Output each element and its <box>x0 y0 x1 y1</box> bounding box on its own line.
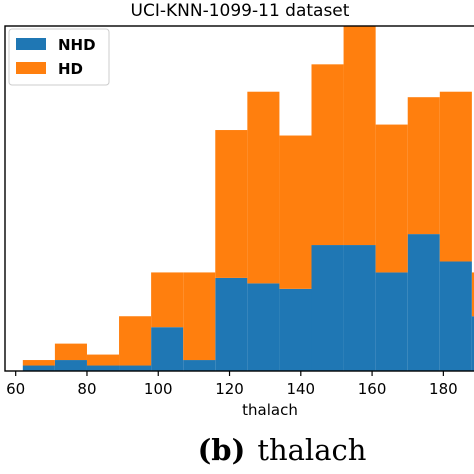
x-tick-label-140: 140 <box>286 380 315 398</box>
x-axis-label: thalach <box>242 401 298 419</box>
bar-nhd-12 <box>407 234 440 371</box>
x-tick-label-100: 100 <box>144 380 173 398</box>
bars-layer <box>22 26 474 371</box>
bar-hd-4 <box>151 272 184 328</box>
bar-hd-14 <box>471 272 474 317</box>
bar-hd-11 <box>375 124 408 273</box>
bar-nhd-8 <box>279 288 312 371</box>
bar-hd-2 <box>86 354 120 366</box>
chart-title: UCI-KNN-1099-11 dataset <box>131 1 350 21</box>
bar-nhd-9 <box>311 245 344 371</box>
x-tick-label-120: 120 <box>215 380 244 398</box>
bar-hd-9 <box>311 64 344 246</box>
bar-hd-1 <box>54 343 87 361</box>
bar-nhd-2 <box>86 365 120 371</box>
plot-frame <box>4 25 474 372</box>
bar-hd-8 <box>279 135 312 289</box>
x-tick-label-180: 180 <box>429 380 458 398</box>
caption-label: (b) <box>198 433 246 467</box>
legend-label-hd: HD <box>58 60 83 78</box>
bar-nhd-3 <box>119 365 152 371</box>
bar-nhd-14 <box>471 316 474 371</box>
bar-hd-13 <box>439 91 472 262</box>
bar-nhd-7 <box>247 283 280 371</box>
bar-nhd-4 <box>151 327 184 371</box>
legend-label-nhd: NHD <box>58 36 96 54</box>
x-tick-label-160: 160 <box>358 380 387 398</box>
legend-swatch-nhd <box>16 38 46 50</box>
bar-hd-3 <box>119 316 152 366</box>
legend-swatch-hd <box>16 62 46 74</box>
x-axis-ticks: 60 80 100 120 140 160 180 <box>6 371 458 398</box>
bar-hd-6 <box>215 130 248 278</box>
bar-hd-12 <box>407 97 440 235</box>
bar-nhd-6 <box>215 277 248 371</box>
bar-nhd-11 <box>375 272 408 371</box>
bar-hd-0 <box>22 360 55 366</box>
legend: NHD HD <box>8 28 110 86</box>
x-tick-label-80: 80 <box>77 380 96 398</box>
bar-nhd-5 <box>183 360 216 371</box>
caption-text: thalach <box>257 433 366 467</box>
figure-caption: (b) thalach <box>198 433 367 467</box>
x-tick-label-60: 60 <box>6 380 25 398</box>
bar-hd-10 <box>343 26 376 246</box>
bar-nhd-1 <box>54 360 87 371</box>
bar-nhd-0 <box>22 365 55 371</box>
bar-hd-7 <box>247 91 280 284</box>
bar-nhd-13 <box>439 261 472 371</box>
bar-hd-5 <box>183 272 216 361</box>
bar-nhd-10 <box>343 245 376 371</box>
